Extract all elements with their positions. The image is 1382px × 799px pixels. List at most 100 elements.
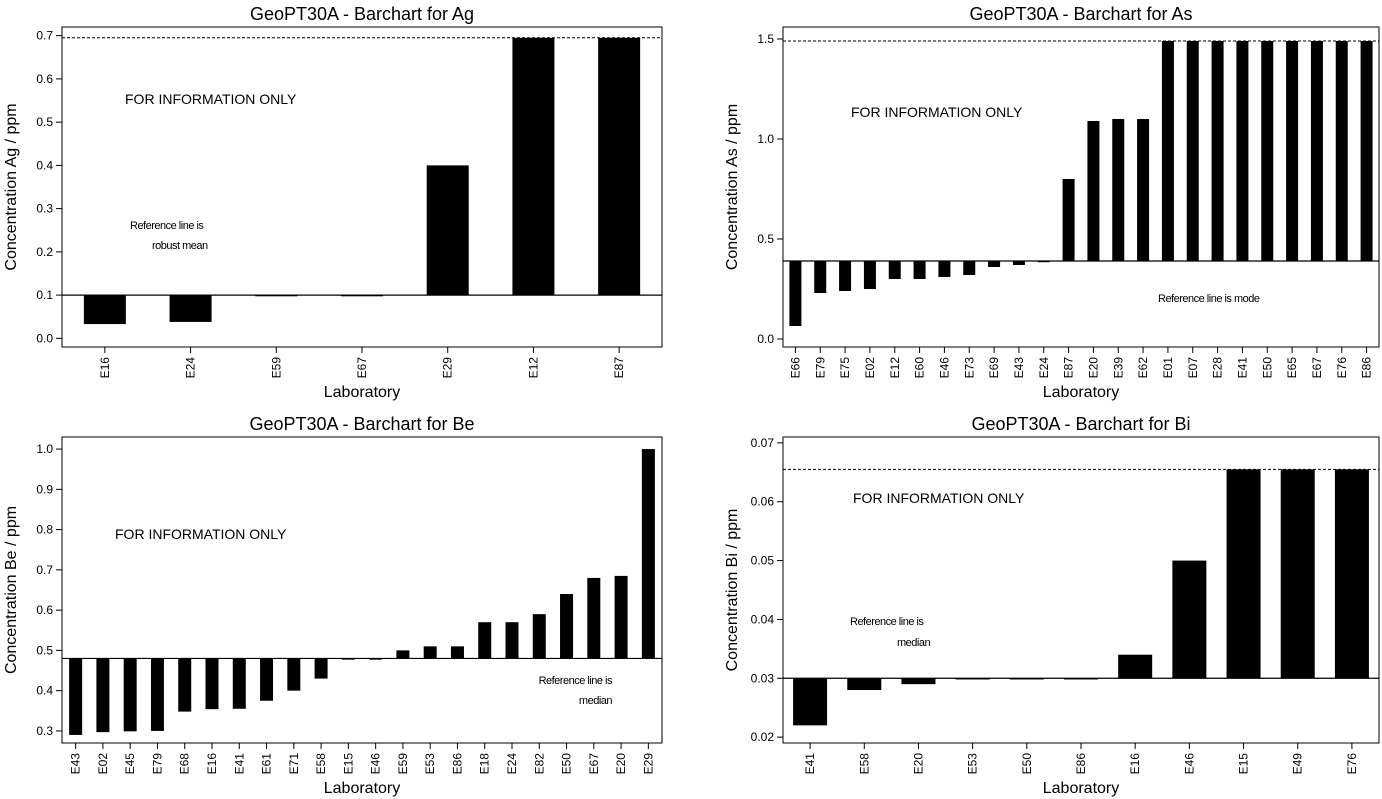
chart-title: GeoPT30A - Barchart for Be [249,414,474,434]
chart-title: GeoPT30A - Barchart for Ag [250,4,474,24]
x-tick-label: E76 [1345,753,1359,775]
chart-title: GeoPT30A - Barchart for Bi [971,414,1190,434]
bar-E43 [1012,261,1025,265]
bar-E20 [901,678,936,685]
y-tick-label: 0.6 [36,603,53,617]
x-tick-label: E02 [96,753,110,775]
x-tick-label: E46 [369,753,383,775]
bar-E39 [1112,119,1125,261]
bar-E86 [1360,41,1373,261]
bar-E87 [598,37,641,296]
chart-panel-2: GeoPT30A - Barchart for Be 0.3 0.4 0.5 0.6 0.… [3,414,663,797]
y-tick-label: 0.05 [751,554,775,568]
x-tick-label: E43 [1012,357,1026,379]
bar-E53 [955,678,990,680]
x-tick-label: E46 [1182,753,1196,775]
bar-E53 [423,646,437,659]
x-axis-label: Laboratory [324,384,401,401]
bar-E28 [1211,41,1224,261]
chart-panel-3: GeoPT30A - Barchart for Bi 0.02 0.03 0.04 0.… [724,414,1380,797]
bar-E73 [963,261,976,275]
x-tick-label: E45 [123,753,137,775]
x-tick-label: E24 [1037,357,1051,379]
bar-E87 [1062,179,1075,261]
y-tick-label: 1.0 [36,442,53,456]
bar-E12 [512,37,555,296]
bar-E20 [1087,121,1100,261]
bar-E12 [888,261,901,279]
y-tick-label: 0.5 [757,232,774,246]
bar-E16 [1118,654,1153,679]
x-tick-label: E28 [1211,357,1225,379]
bar-E86 [450,646,464,659]
reference-note-line-1: Reference line is [850,616,924,628]
x-tick-label: E41 [1235,357,1249,379]
bar-E67 [1310,41,1323,261]
x-tick-label: E16 [1128,753,1142,775]
x-tick-label: E58 [857,753,871,775]
x-tick-label: E82 [532,753,546,775]
x-tick-label: E07 [1186,357,1200,379]
x-tick-label: E43 [69,753,83,775]
x-tick-label: E41 [232,753,246,775]
x-tick-label: E65 [1285,357,1299,379]
info-annotation: FOR INFORMATION ONLY [851,104,1023,120]
x-tick-label: E18 [478,753,492,775]
bar-E82 [532,614,546,659]
reference-note-line-1: Reference line is mode [1158,293,1260,305]
x-tick-label: E67 [587,753,601,775]
x-tick-label: E86 [450,753,464,775]
x-tick-label: E20 [911,753,925,775]
bar-E20 [614,575,628,659]
bar-E62 [1137,119,1150,261]
bar-E16 [83,295,126,325]
x-tick-label: E41 [803,753,817,775]
x-tick-label: E68 [178,753,192,775]
y-tick-label: 0.3 [36,724,53,738]
bar-E71 [287,658,301,691]
reference-note-line-2: robust mean [152,240,208,252]
x-tick-label: E79 [813,357,827,379]
bar-E46 [938,261,951,277]
x-tick-label: E59 [396,753,410,775]
bar-E50 [560,594,574,659]
x-axis-label: Laboratory [1043,384,1120,401]
bar-E58 [314,658,328,679]
x-tick-label: E29 [441,357,455,379]
y-tick-label: 0.2 [36,245,53,259]
y-tick-label: 0.7 [36,563,53,577]
y-axis-label: Concentration As / ppm [724,104,741,270]
x-tick-label: E16 [98,357,112,379]
x-tick-label: E12 [888,357,902,379]
bar-E60 [913,261,926,279]
bar-E02 [863,261,876,289]
x-tick-label: E20 [614,753,628,775]
x-tick-label: E24 [505,753,519,775]
x-tick-label: E62 [1136,357,1150,379]
x-tick-label: E29 [641,753,655,775]
y-axis-label: Concentration Be / ppm [3,506,20,674]
x-tick-label: E50 [1020,753,1034,775]
bar-E79 [814,261,827,293]
chart-title: GeoPT30A - Barchart for As [969,4,1192,24]
x-axis-label: Laboratory [324,780,401,797]
y-tick-label: 0.5 [36,643,53,657]
bar-E67 [587,577,601,659]
bar-E29 [426,165,469,296]
bar-E76 [1335,41,1348,261]
x-tick-label: E53 [423,753,437,775]
bar-E24 [169,295,212,322]
x-tick-label: E50 [1260,357,1274,379]
y-axis-label: Concentration Bi / ppm [724,509,741,672]
bar-E76 [1334,469,1369,679]
reference-note-line-1: Reference line is [539,675,613,687]
x-tick-label: E46 [937,357,951,379]
x-axis-label: Laboratory [1043,780,1120,797]
bar-E61 [260,658,274,701]
plot-frame [782,26,1380,348]
x-tick-label: E75 [838,357,852,379]
y-tick-label: 0.04 [751,612,775,626]
info-annotation: FOR INFORMATION ONLY [115,526,287,542]
x-tick-label: E71 [287,753,301,775]
y-tick-label: 0.4 [36,684,53,698]
